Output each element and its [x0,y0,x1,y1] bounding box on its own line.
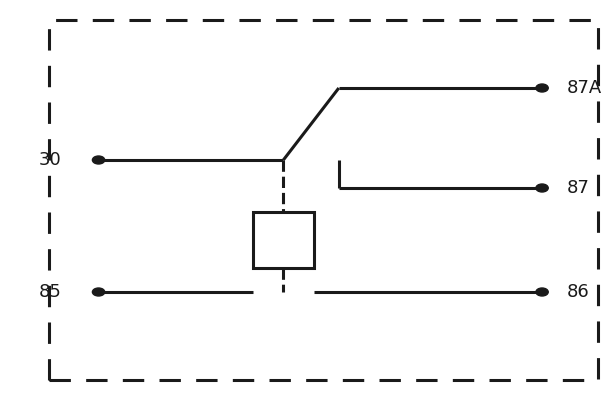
Circle shape [92,156,105,164]
Text: 87A: 87A [567,79,602,97]
Circle shape [536,84,548,92]
Text: 85: 85 [39,283,62,301]
Bar [253,212,314,268]
Text: 30: 30 [39,151,62,169]
Circle shape [536,288,548,296]
Text: 87: 87 [567,179,590,197]
Circle shape [92,288,105,296]
Circle shape [536,184,548,192]
Text: 86: 86 [567,283,590,301]
